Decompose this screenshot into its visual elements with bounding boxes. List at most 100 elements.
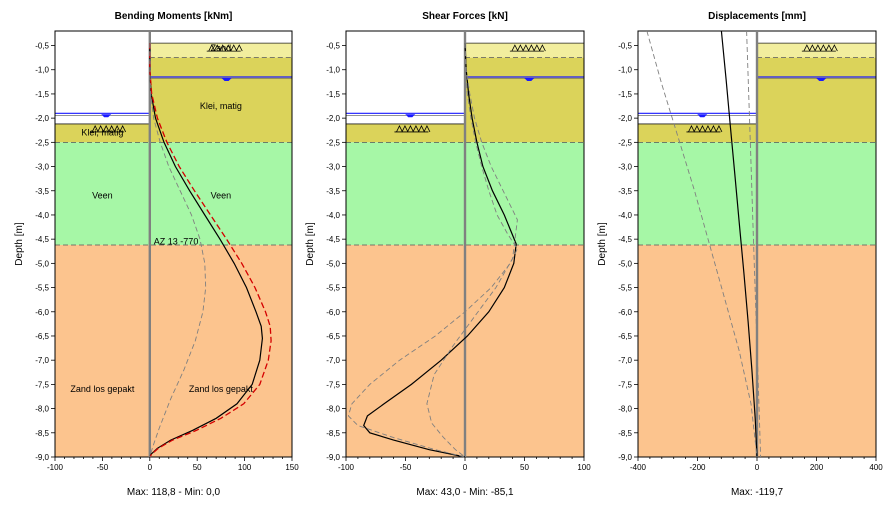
y-tick-label: -2,0 — [35, 114, 49, 123]
hatch-stroke — [230, 44, 238, 52]
hatch-stroke — [814, 44, 822, 52]
hatch-stroke — [418, 125, 425, 133]
y-tick-label: -5,0 — [618, 259, 632, 268]
chart-title: Shear Forces [kN] — [422, 11, 508, 22]
hatch-stroke — [396, 125, 403, 133]
x-tick-label: -100 — [338, 463, 355, 472]
water-marker-left — [101, 114, 112, 118]
y-tick-label: -3,0 — [35, 163, 49, 172]
hatch-stroke — [693, 125, 701, 133]
y-tick-label: -7,0 — [35, 356, 49, 365]
x-tick-label: -200 — [689, 463, 706, 472]
soil-band-zand-los — [55, 244, 292, 457]
hatch-stroke — [97, 125, 104, 133]
ground-hatch-right — [509, 44, 546, 52]
hatch-stroke — [208, 44, 216, 52]
y-tick-label: -2,5 — [35, 138, 49, 147]
series-line-result-1 — [363, 43, 517, 458]
x-tick-label: 0 — [755, 463, 760, 472]
soil-label: Zand los gepakt — [70, 384, 135, 394]
y-tick-label: -1,5 — [326, 90, 340, 99]
hatch-stroke — [715, 125, 723, 133]
soil-band-veen — [55, 142, 292, 245]
y-tick-label: -2,0 — [618, 114, 632, 123]
hatch-stroke — [809, 44, 816, 52]
water-marker-left — [405, 114, 416, 118]
chart-summary: Max: 118,8 - Min: 0,0 — [127, 487, 221, 498]
x-tick-label: 50 — [520, 463, 529, 472]
water-marker-right — [816, 77, 827, 81]
y-tick-label: -7,0 — [326, 356, 340, 365]
y-tick-label: -6,5 — [35, 332, 49, 341]
series-line-envelope-2 — [149, 43, 272, 458]
soil-label: Veen — [92, 191, 113, 201]
hatch-stroke — [803, 44, 811, 52]
series-line-result-1 — [149, 43, 264, 458]
hatch-stroke — [213, 44, 221, 52]
y-tick-label: -8,5 — [35, 429, 49, 438]
y-tick-label: -2,5 — [326, 138, 340, 147]
soil-band-left-klei — [638, 123, 757, 143]
y-tick-label: -3,5 — [618, 187, 632, 196]
hatch-stroke — [517, 44, 524, 52]
hatch-stroke — [699, 125, 706, 133]
ground-hatch-left — [394, 125, 431, 133]
y-tick-label: -5,5 — [326, 284, 340, 293]
x-tick-label: 100 — [238, 463, 252, 472]
y-tick-label: -6,5 — [618, 332, 632, 341]
y-tick-label: -8,0 — [35, 405, 49, 414]
chart-panel-2: -0,5 -1,0 -1,5 -2,0 -2,5 -3,0 -3,5 -4,0 -4,5 -5,0… — [305, 11, 591, 498]
hatch-stroke — [108, 125, 115, 133]
y-tick-label: -2,0 — [326, 114, 340, 123]
chart-panel-3: -0,5 -1,0 -1,5 -2,0 -2,5 -3,0 -3,5 -4,0 -4,5 -5,0… — [597, 11, 883, 498]
y-tick-label: -5,5 — [618, 284, 632, 293]
soil-band-right-klei — [149, 57, 292, 143]
chart-panel-1: Zand Klei, matig Klei, matig Veen Veen Zand l… — [14, 11, 299, 498]
soil-label: Klei, matig — [81, 128, 123, 138]
y-tick-label: -1,0 — [35, 66, 49, 75]
hatch-stroke — [102, 125, 110, 133]
hatch-stroke — [522, 44, 530, 52]
y-tick-label: -9,0 — [618, 453, 632, 462]
y-tick-label: -8,0 — [326, 405, 340, 414]
y-tick-label: -0,5 — [326, 42, 340, 51]
y-tick-label: -0,5 — [618, 42, 632, 51]
y-tick-label: -6,0 — [618, 308, 632, 317]
water-marker-right — [221, 77, 232, 81]
y-tick-label: -1,0 — [326, 66, 340, 75]
hatch-stroke — [407, 125, 414, 133]
soil-label: Zand los gepakt — [189, 384, 254, 394]
y-tick-label: -4,0 — [618, 211, 632, 220]
ground-hatch-right — [801, 44, 838, 52]
hatch-stroke — [831, 44, 838, 52]
y-tick-label: -7,5 — [618, 380, 632, 389]
hatch-stroke — [91, 125, 99, 133]
x-tick-label: 50 — [193, 463, 202, 472]
y-tick-label: -8,0 — [618, 405, 632, 414]
hatch-stroke — [710, 125, 717, 133]
soil-band-right-zand — [757, 43, 876, 58]
y-tick-label: -6,0 — [35, 308, 49, 317]
y-tick-label: -8,5 — [618, 429, 632, 438]
y-tick-label: -5,0 — [326, 259, 340, 268]
y-tick-label: -5,0 — [35, 259, 49, 268]
x-tick-label: -50 — [400, 463, 412, 472]
y-tick-label: -3,0 — [326, 163, 340, 172]
soil-label: Klei, matig — [200, 101, 242, 111]
hatch-stroke — [511, 44, 519, 52]
y-tick-label: -8,5 — [326, 429, 340, 438]
chart-summary: Max: -119,7 — [731, 487, 783, 498]
series-line-envelope-2 — [426, 43, 518, 458]
soil-band-right-klei — [465, 57, 584, 143]
series-line-envelope-2 — [646, 30, 758, 458]
hatch-stroke — [219, 44, 227, 52]
soil-band-right-zand — [149, 43, 292, 58]
hatch-stroke — [412, 125, 420, 133]
x-tick-label: 0 — [463, 463, 468, 472]
y-tick-label: -7,0 — [618, 356, 632, 365]
soil-band-right-klei — [757, 57, 876, 143]
hatch-stroke — [825, 44, 833, 52]
soil-band-left-klei — [346, 123, 465, 143]
y-tick-label: -3,0 — [618, 163, 632, 172]
